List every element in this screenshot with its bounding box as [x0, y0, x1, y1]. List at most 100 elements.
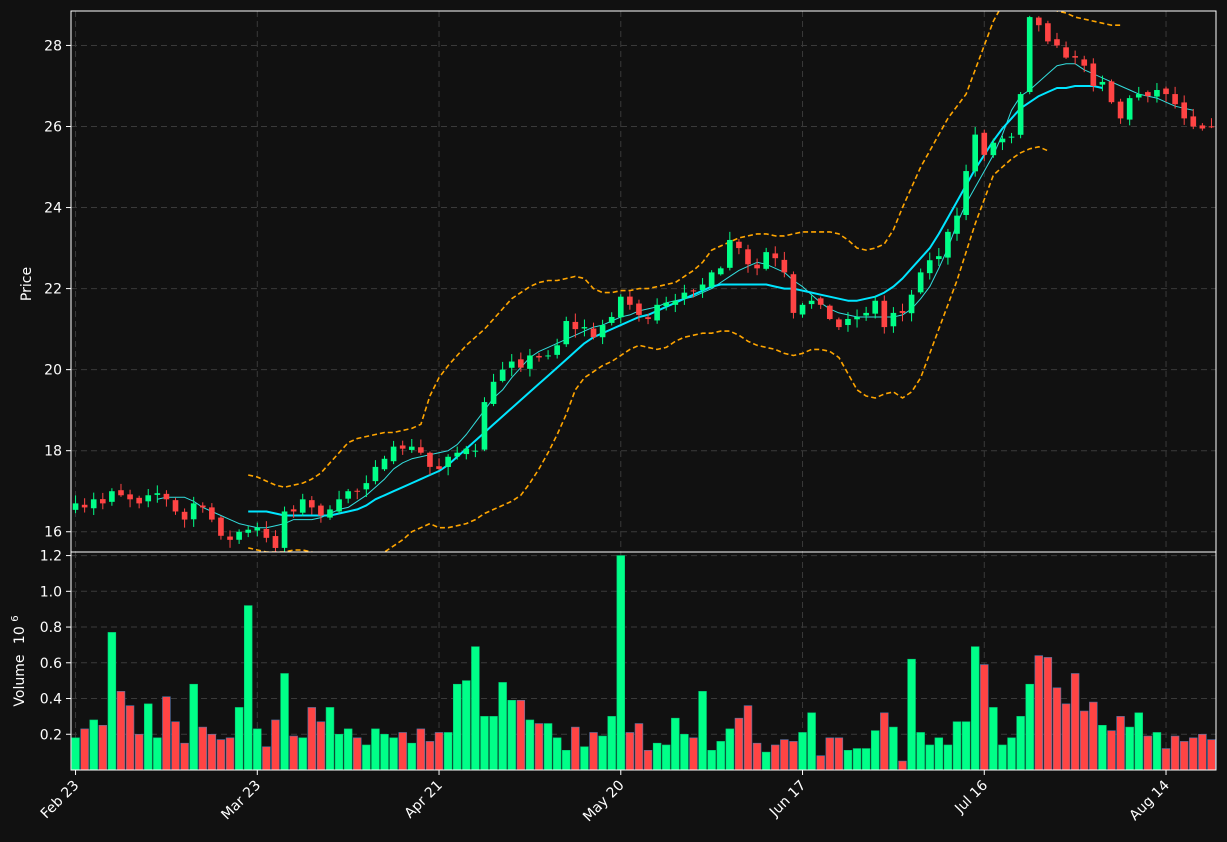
candle-body — [736, 241, 742, 249]
candle-body — [81, 504, 88, 508]
volume-bar — [207, 733, 217, 771]
volume-bar — [761, 751, 771, 771]
volume-bar — [752, 742, 762, 771]
candle-body — [127, 494, 133, 500]
candle-body — [563, 321, 570, 345]
volume-bar — [970, 646, 980, 771]
candle-body — [890, 312, 897, 327]
price-tick-label: 16 — [44, 525, 62, 541]
candle-body — [436, 466, 442, 469]
volume-bar — [462, 680, 471, 771]
volume-bar — [543, 723, 553, 771]
volume-bar — [325, 707, 335, 771]
price-tick-label: 18 — [44, 444, 62, 460]
volume-bar — [243, 605, 253, 771]
candle-body — [1099, 81, 1106, 85]
volume-ylabel-text: Volume — [12, 655, 28, 707]
candle-body — [1181, 102, 1188, 119]
volume-bar — [1007, 737, 1016, 771]
candle-body — [727, 239, 733, 268]
volume-bar — [280, 673, 289, 771]
candle-body — [1145, 92, 1151, 97]
candle-body — [245, 529, 252, 533]
volume-bar — [1125, 726, 1134, 771]
volume-y-axis: 0.2 0.4 0.6 0.8 1.0 1.2 — [40, 549, 71, 743]
candle-body — [118, 490, 124, 496]
volume-bar — [1107, 730, 1116, 771]
candle-body — [272, 536, 279, 548]
volume-bar — [525, 719, 535, 771]
volume-bar — [334, 733, 344, 771]
candle-body — [1172, 94, 1178, 105]
candle-body — [781, 259, 788, 273]
candle-body — [408, 446, 415, 450]
volume-bar — [153, 737, 162, 771]
candle-body — [990, 142, 997, 156]
volume-bar — [1207, 739, 1216, 771]
volume-bar — [144, 703, 153, 771]
volume-ylabel-base: 10 — [12, 626, 28, 644]
volume-bar — [425, 741, 435, 771]
candle-body — [418, 447, 424, 453]
candle-body — [872, 300, 879, 314]
candle-body — [263, 528, 270, 538]
candle-body — [427, 452, 433, 467]
volume-bar — [116, 691, 126, 771]
volume-bar — [1089, 701, 1098, 771]
volume-bar — [843, 750, 853, 771]
volume-tick-label: 0.6 — [40, 656, 62, 672]
volume-bar — [271, 719, 280, 771]
volume-tick-label: 0.4 — [40, 692, 62, 708]
candle-body — [508, 361, 515, 368]
volume-bar — [307, 707, 317, 771]
volume-panel: 0.2 0.4 0.6 0.8 1.0 1.2 Volume 10 6 — [10, 549, 1216, 771]
volume-bar — [316, 721, 326, 771]
candle-body — [617, 296, 624, 318]
price-plot-area — [71, 11, 1216, 552]
volume-bar — [416, 728, 426, 771]
volume-bar — [1070, 673, 1080, 771]
candle-body — [481, 402, 488, 450]
candle-body — [708, 272, 715, 287]
candle-body — [808, 300, 815, 305]
volume-bar — [925, 744, 934, 771]
volume-bar — [380, 733, 389, 771]
candle-body — [372, 466, 379, 482]
volume-bar — [507, 700, 516, 771]
volume-bar — [652, 742, 662, 771]
candle-body — [1090, 63, 1097, 86]
candle-body — [318, 505, 324, 516]
volume-bar — [943, 744, 953, 771]
volume-bar — [180, 742, 189, 771]
candle-body — [917, 272, 924, 293]
price-tick-label: 24 — [44, 201, 62, 217]
volume-bar — [471, 646, 480, 771]
candle-body — [981, 132, 988, 155]
volume-bar — [689, 737, 698, 771]
volume-bar — [443, 732, 453, 771]
candle-body — [345, 491, 351, 499]
candle-body — [281, 511, 288, 548]
candle-body — [145, 495, 152, 502]
volume-tick-label: 1.0 — [40, 584, 62, 600]
volume-bar — [780, 739, 789, 771]
candle-body — [290, 509, 297, 512]
candle-body — [636, 303, 642, 315]
candle-body — [1135, 94, 1142, 98]
candle-body — [599, 325, 606, 338]
candle-body — [972, 134, 979, 172]
candle-body — [754, 264, 760, 269]
volume-bar — [198, 726, 207, 771]
volume-bar — [625, 732, 635, 771]
volume-bar — [571, 726, 580, 771]
candle-body — [181, 511, 188, 520]
volume-bar — [998, 744, 1007, 771]
volume-bar — [80, 728, 89, 771]
candle-body — [90, 499, 97, 509]
candle-body — [336, 499, 342, 512]
volume-bar — [253, 728, 262, 771]
price-ylabel: Price — [19, 267, 35, 301]
candle-body — [136, 497, 142, 504]
volume-bar — [1198, 733, 1207, 771]
candle-body — [445, 456, 451, 467]
